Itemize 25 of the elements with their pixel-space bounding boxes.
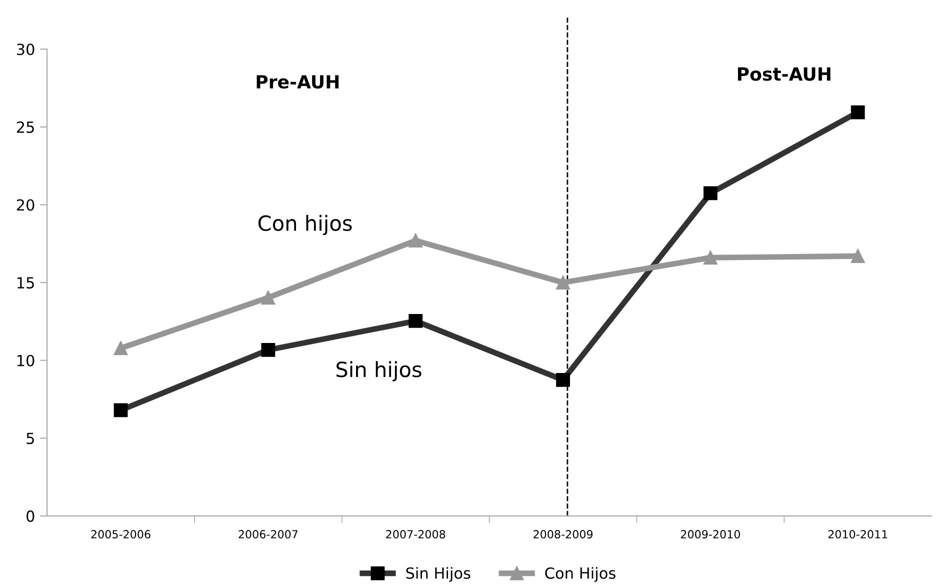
- point: [704, 250, 718, 265]
- x-tick-label: 2009-2010: [680, 530, 740, 538]
- x-tick-label: 2007-2008: [386, 530, 446, 538]
- annotation: Pre-AUH: [256, 75, 339, 89]
- x-tick-label: 2005-2006: [91, 530, 150, 538]
- y-tick-label: 15: [17, 277, 34, 289]
- y-tick-label: 20: [16, 199, 34, 211]
- point: [850, 249, 865, 264]
- annotation: Con hijos: [258, 214, 352, 236]
- legend-label: Sin Hijos: [406, 567, 470, 582]
- y-tick-label: 25: [16, 121, 34, 133]
- y-tick-label: 10: [17, 354, 34, 366]
- x-tick-label: 2006-2007: [238, 530, 298, 538]
- y-tick-label: 30: [16, 44, 34, 56]
- x-tick-label: 2008-2009: [534, 530, 593, 538]
- annotation: Sin hijos: [336, 361, 422, 382]
- y-tick-label: 0: [26, 510, 34, 522]
- y-tick-label: 5: [26, 432, 34, 444]
- point: [408, 234, 423, 248]
- point: [556, 276, 570, 290]
- legend-label: Con Hijos: [545, 567, 616, 582]
- point: [114, 341, 128, 356]
- annotation: Post-AUH: [738, 67, 830, 81]
- point: [261, 290, 276, 305]
- x-tick-label: 2010-2011: [828, 530, 888, 538]
